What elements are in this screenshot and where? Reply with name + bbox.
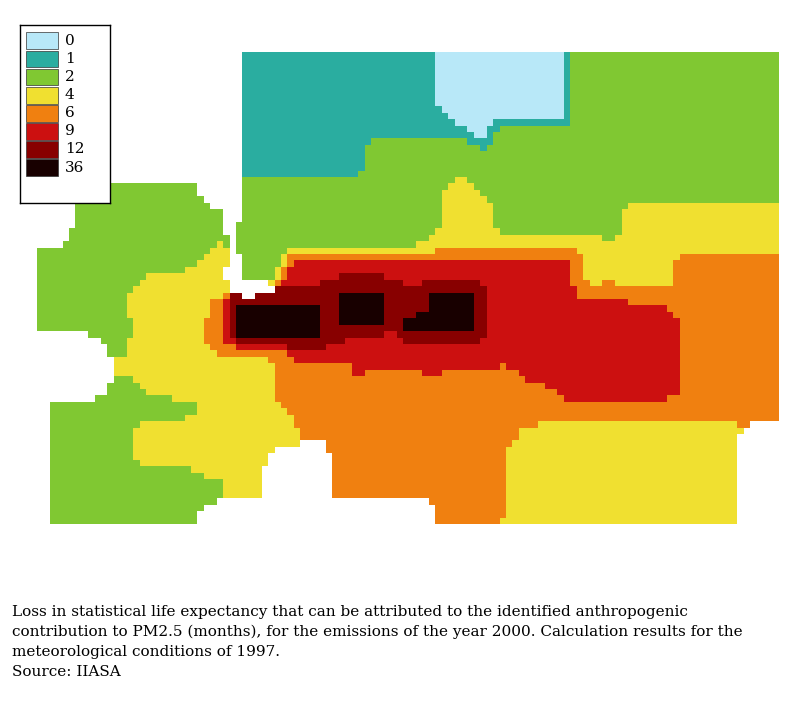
Text: 9: 9 — [65, 125, 75, 138]
Bar — [26, 69, 57, 85]
Bar — [26, 33, 57, 49]
Text: 2: 2 — [65, 70, 75, 84]
Bar — [26, 141, 57, 158]
Text: 36: 36 — [65, 161, 84, 174]
Bar — [26, 159, 57, 176]
Bar — [26, 87, 57, 104]
Text: Loss in statistical life expectancy that can be attributed to the identified ant: Loss in statistical life expectancy that… — [12, 605, 742, 679]
Text: 12: 12 — [65, 143, 84, 156]
Text: 4: 4 — [65, 88, 75, 102]
Bar — [26, 105, 57, 122]
Bar — [26, 51, 57, 67]
Text: 6: 6 — [65, 106, 75, 120]
Text: 0: 0 — [65, 34, 75, 48]
Text: 1: 1 — [65, 52, 75, 66]
Bar — [26, 123, 57, 140]
